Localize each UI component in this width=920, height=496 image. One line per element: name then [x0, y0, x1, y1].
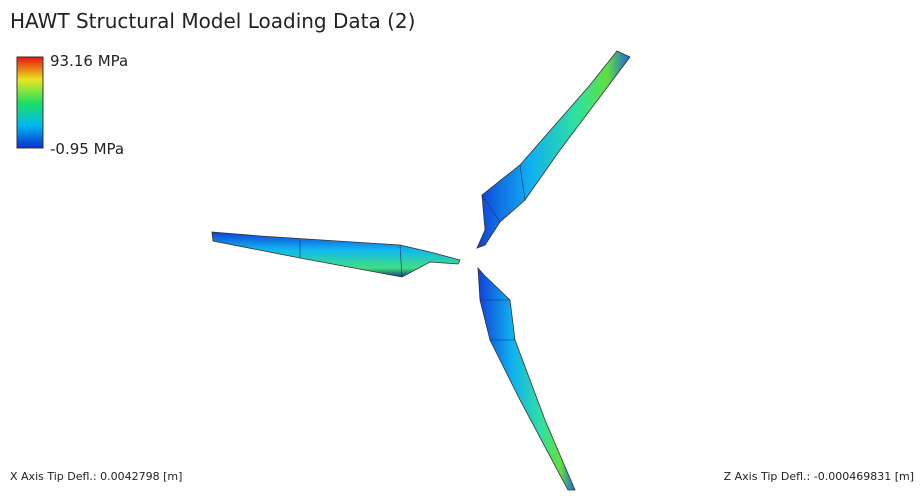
blade-lower — [478, 268, 575, 490]
viewport: HAWT Structural Model Loading Data (2) 9… — [0, 0, 920, 492]
legend-max: 93.16 MPa — [50, 52, 128, 70]
page: HAWT Structural Model Loading Data (2) 9… — [0, 0, 920, 492]
z-deflection: Z Axis Tip Defl.: -0.000469831 [m] — [724, 470, 914, 483]
rotor — [212, 51, 630, 490]
legend-min: -0.95 MPa — [50, 140, 124, 158]
title: HAWT Structural Model Loading Data (2) — [10, 9, 415, 33]
blade-left — [212, 232, 460, 277]
x-deflection: X Axis Tip Defl.: 0.0042798 [m] — [10, 470, 182, 483]
blade-upper — [477, 51, 630, 248]
color-bar — [17, 57, 43, 148]
